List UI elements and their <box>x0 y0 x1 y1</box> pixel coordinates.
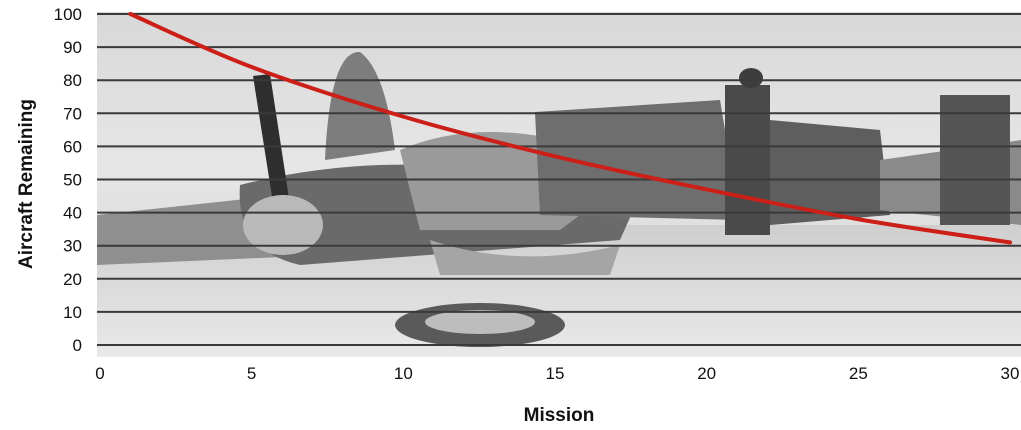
y-tick-label: 0 <box>73 336 82 355</box>
x-tick-label: 20 <box>697 364 716 383</box>
x-tick-label: 25 <box>849 364 868 383</box>
y-tick-label: 70 <box>63 104 82 123</box>
y-tick-label: 50 <box>63 171 82 190</box>
y-tick-label: 80 <box>63 71 82 90</box>
x-tick-label: 5 <box>247 364 256 383</box>
y-tick-label: 30 <box>63 237 82 256</box>
x-axis-label: Mission <box>524 405 595 425</box>
x-tick-label: 15 <box>546 364 565 383</box>
x-tick-label: 0 <box>95 364 104 383</box>
gridlines <box>97 13 1021 346</box>
y-axis-label: Aircraft Remaining <box>16 99 37 269</box>
y-axis-ticks: 0 10 20 30 40 50 60 70 80 90 100 <box>54 5 82 355</box>
x-axis-ticks: 0 5 10 15 20 25 30 <box>95 364 1019 383</box>
y-tick-label: 40 <box>63 204 82 223</box>
background-photo <box>97 12 1021 357</box>
series-layer <box>128 12 1012 245</box>
y-tick-label: 100 <box>54 5 82 24</box>
x-tick-label: 10 <box>394 364 413 383</box>
y-tick-label: 10 <box>63 303 82 322</box>
series-line-0 <box>128 12 1012 245</box>
y-tick-label: 60 <box>63 137 82 156</box>
x-tick-label: 30 <box>1001 364 1020 383</box>
y-tick-label: 20 <box>63 270 82 289</box>
y-tick-label: 90 <box>63 38 82 57</box>
